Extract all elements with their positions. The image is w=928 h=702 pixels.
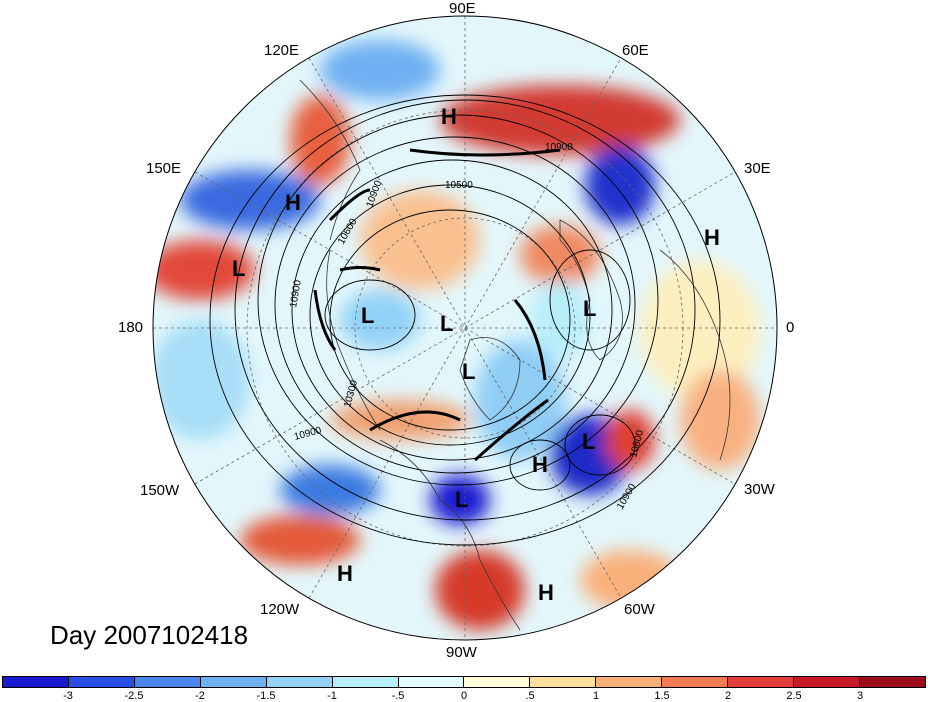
colorbar-tick-label: -1.5 [256, 690, 276, 702]
colorbar-tick-label: -.5 [391, 690, 405, 702]
high-pressure-label: H [337, 561, 353, 586]
low-pressure-label: L [361, 303, 375, 328]
low-pressure-label: L [440, 311, 454, 336]
high-pressure-label: H [285, 190, 301, 215]
lon-label-30e: 30E [744, 160, 771, 177]
lon-label-180: 180 [118, 319, 144, 336]
contour-label: 10500 [445, 180, 473, 191]
colorbar-tick-label: -2.5 [124, 690, 144, 702]
contour-label: 10900 [545, 142, 573, 153]
high-pressure-label: H [441, 104, 457, 129]
colorbar-tick-label: -2 [195, 690, 205, 702]
colorbar-segment [398, 677, 465, 687]
low-pressure-label: L [232, 256, 246, 281]
colorbar-tick-label: 0 [460, 690, 468, 702]
colorbar-segment [596, 677, 663, 687]
low-pressure-label: L [455, 487, 469, 512]
lon-label-120w: 120W [260, 601, 300, 618]
colorbar-segment [464, 677, 531, 687]
lon-label-120e: 120E [264, 42, 300, 59]
lon-label-60e: 60E [622, 42, 649, 59]
high-pressure-label: H [704, 225, 720, 250]
colorbar-segment [794, 677, 860, 687]
lon-label-30w: 30W [744, 481, 775, 498]
colorbar-segment [3, 677, 69, 687]
colorbar-segment [134, 677, 201, 687]
graticule [153, 16, 777, 640]
colorbar-tick-label: -3 [63, 690, 73, 702]
low-pressure-label: L [583, 296, 597, 321]
colorbar-segment [728, 677, 795, 687]
map-border [152, 15, 778, 641]
day-label: Day 2007102418 [50, 620, 249, 650]
colorbar-tick-label: 1.5 [654, 690, 670, 702]
lon-label-0: 0 [786, 319, 795, 336]
low-pressure-label: L [462, 359, 476, 384]
colorbar [2, 676, 926, 688]
lon-label-90e: 90E [449, 0, 476, 17]
lon-label-90w: 90W [446, 644, 477, 661]
colorbar-tick-label: 2.5 [786, 690, 802, 702]
colorbar-segment [530, 677, 597, 687]
colorbar-segment [662, 677, 729, 687]
high-pressure-label: H [538, 580, 554, 605]
colorbar-tick-label: 3 [856, 690, 864, 702]
low-pressure-label: L [582, 429, 596, 454]
height-contours [209, 94, 721, 546]
colorbar-segment [332, 677, 399, 687]
lon-label-150e: 150E [146, 160, 182, 177]
contour-label: 10900 [288, 279, 304, 309]
colorbar-tick-label: .5 [525, 690, 535, 702]
colorbar-segment [68, 677, 135, 687]
colorbar-tick-label: 1 [592, 690, 600, 702]
lon-label-60w: 60W [624, 601, 655, 618]
coastlines [299, 79, 731, 631]
lon-label-150w: 150W [140, 482, 180, 499]
colorbar-segment [859, 677, 925, 687]
colorbar-tick-label: 2 [724, 690, 732, 702]
high-pressure-label: H [532, 452, 548, 477]
colorbar-segment [266, 677, 333, 687]
jet-streak-contours [313, 148, 561, 462]
colorbar-segment [200, 677, 267, 687]
colorbar-tick-label: -1 [327, 690, 337, 702]
